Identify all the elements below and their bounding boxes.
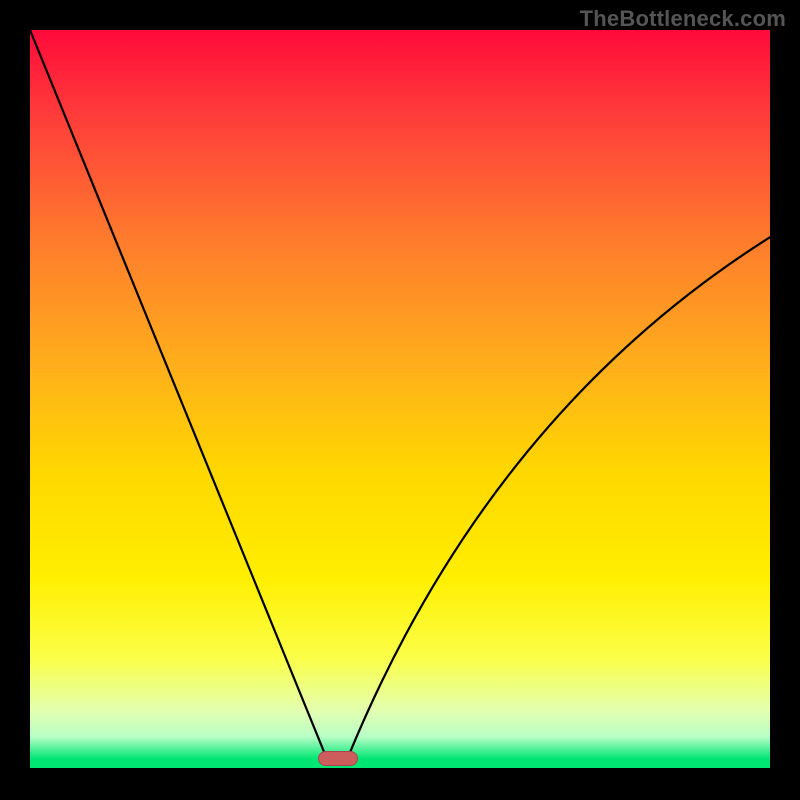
curve-right-branch [348, 237, 770, 756]
baseline [30, 768, 770, 770]
curve-svg [30, 30, 770, 770]
bottleneck-marker [318, 751, 358, 766]
plot-area [30, 30, 770, 770]
curve-left-branch [30, 30, 326, 757]
watermark: TheBottleneck.com [580, 6, 786, 32]
